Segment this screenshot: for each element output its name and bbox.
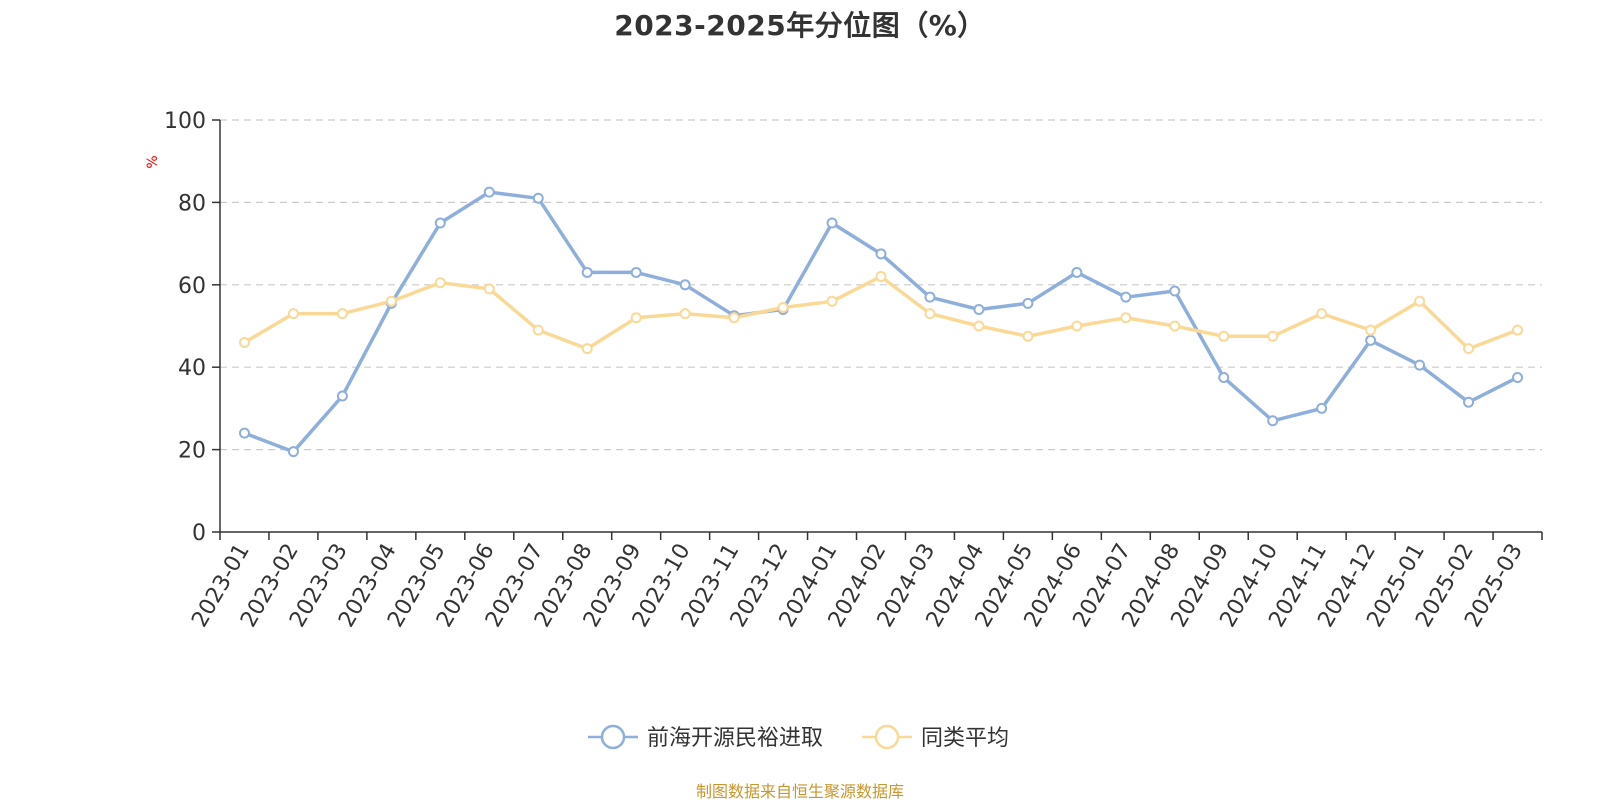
data-point[interactable]	[483, 283, 495, 295]
data-point[interactable]	[875, 248, 887, 260]
data-point[interactable]	[924, 291, 936, 303]
y-axis-unit-label: %	[145, 155, 161, 168]
data-point[interactable]	[287, 446, 299, 458]
data-point[interactable]	[581, 266, 593, 278]
data-point[interactable]	[1071, 320, 1083, 332]
data-point[interactable]	[1218, 372, 1230, 383]
data-point[interactable]	[1512, 372, 1524, 383]
data-point[interactable]	[1365, 334, 1377, 346]
data-point[interactable]	[532, 192, 544, 204]
legend-marker-icon	[600, 724, 626, 750]
grid-lines	[220, 119, 1542, 451]
y-tick-label: 100	[164, 109, 206, 134]
legend-marker-icon	[874, 724, 900, 750]
data-point[interactable]	[1071, 266, 1083, 278]
data-point[interactable]	[1463, 396, 1475, 408]
data-point[interactable]	[287, 308, 299, 320]
y-tick-label: 0	[192, 521, 206, 546]
data-point[interactable]	[777, 301, 789, 313]
data-point[interactable]	[581, 343, 593, 355]
data-point[interactable]	[1169, 320, 1181, 332]
data-point[interactable]	[1267, 330, 1279, 342]
data-point[interactable]	[875, 271, 887, 283]
series-line-1	[243, 190, 1519, 454]
data-point[interactable]	[434, 217, 446, 229]
axes	[212, 119, 1543, 540]
data-points	[238, 186, 1524, 458]
legend-label: 同类平均	[921, 726, 1009, 751]
data-point[interactable]	[1512, 324, 1524, 336]
data-point[interactable]	[826, 217, 838, 229]
data-point[interactable]	[1022, 330, 1034, 342]
data-point[interactable]	[336, 308, 348, 320]
tick-labels: 020406080100%2023-012023-022023-032023-0…	[145, 109, 1528, 632]
y-tick-label: 60	[178, 274, 206, 299]
data-point[interactable]	[826, 295, 838, 307]
data-point[interactable]	[434, 277, 446, 289]
data-point[interactable]	[1169, 285, 1181, 297]
data-point[interactable]	[728, 312, 740, 324]
data-point[interactable]	[1414, 359, 1426, 371]
data-point[interactable]	[973, 320, 985, 332]
data-point[interactable]	[1365, 324, 1377, 336]
data-point[interactable]	[1267, 415, 1279, 427]
data-point[interactable]	[924, 308, 936, 320]
data-point[interactable]	[1022, 297, 1034, 309]
data-point[interactable]	[630, 312, 642, 324]
y-tick-label: 20	[178, 439, 206, 464]
data-point[interactable]	[973, 304, 985, 316]
data-point[interactable]	[1463, 343, 1475, 355]
y-tick-label: 80	[178, 191, 206, 216]
data-point[interactable]	[532, 324, 544, 336]
data-point[interactable]	[1316, 308, 1328, 320]
legend-item-1[interactable]: 前海开源民裕进取	[588, 724, 823, 751]
data-point[interactable]	[385, 295, 397, 307]
legend-item-2[interactable]: 同类平均	[862, 724, 1009, 751]
data-point[interactable]	[679, 279, 691, 291]
data-point[interactable]	[238, 427, 250, 439]
data-point[interactable]	[483, 186, 495, 198]
source-note: 制图数据来自恒生聚源数据库	[695, 782, 904, 801]
y-tick-label: 40	[178, 356, 206, 381]
data-point[interactable]	[238, 336, 250, 348]
data-point[interactable]	[1120, 291, 1132, 303]
chart-title: 2023-2025年分位图（%）	[614, 9, 986, 42]
series-lines	[243, 190, 1519, 454]
data-point[interactable]	[1414, 295, 1426, 307]
data-point[interactable]	[679, 308, 691, 320]
data-point[interactable]	[1316, 402, 1328, 414]
data-point[interactable]	[1218, 330, 1230, 342]
legend[interactable]: 前海开源民裕进取 同类平均	[588, 724, 1009, 751]
data-point[interactable]	[630, 266, 642, 278]
data-point[interactable]	[336, 390, 348, 402]
legend-label: 前海开源民裕进取	[647, 726, 823, 751]
data-point[interactable]	[1120, 312, 1132, 324]
